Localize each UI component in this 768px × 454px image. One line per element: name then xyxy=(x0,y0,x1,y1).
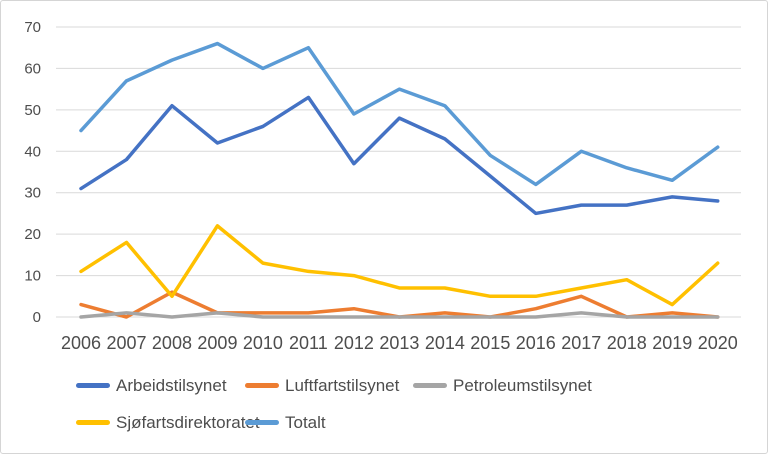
legend-line-swatch xyxy=(245,383,279,388)
legend-item-luftfartstilsynet[interactable]: Luftfartstilsynet xyxy=(245,376,413,396)
y-axis-tick-label-50: 50 xyxy=(24,102,41,119)
x-axis-tick-label-2019: 2019 xyxy=(652,333,692,353)
series-line-luftfartstilsynet xyxy=(79,290,720,319)
x-axis-tick-label-2010: 2010 xyxy=(243,333,283,353)
legend-line-swatch xyxy=(76,383,110,388)
legend-item-sjofartsdirektoratet[interactable]: Sjøfartsdirektoratet xyxy=(76,413,260,433)
legend-line-swatch xyxy=(413,383,447,388)
x-axis-tick-label-2013: 2013 xyxy=(379,333,419,353)
x-axis-tick-label-2016: 2016 xyxy=(516,333,556,353)
x-axis-tick-label-2007: 2007 xyxy=(106,333,146,353)
x-axis-tick-label-2009: 2009 xyxy=(197,333,237,353)
legend-row-1: Arbeidstilsynet Luftfartstilsynet Petrol… xyxy=(76,367,747,404)
y-axis-tick-label-20: 20 xyxy=(24,226,41,243)
y-axis-tick-label-30: 30 xyxy=(24,185,41,202)
legend-label: Petroleumstilsynet xyxy=(453,375,592,395)
y-axis-tick-label-60: 60 xyxy=(24,60,41,77)
series-line-petroleumstilsynet xyxy=(79,311,720,319)
y-axis-tick-label-0: 0 xyxy=(33,309,41,326)
legend-item-arbeidstilsynet[interactable]: Arbeidstilsynet xyxy=(76,376,245,396)
legend-item-totalt[interactable]: Totalt xyxy=(245,413,326,433)
x-axis-tick-label-2006: 2006 xyxy=(61,333,101,353)
y-axis-tick-label-10: 10 xyxy=(24,268,41,285)
legend-item-petroleumstilsynet[interactable]: Petroleumstilsynet xyxy=(413,376,592,396)
legend-label: Arbeidstilsynet xyxy=(116,375,227,395)
x-axis-tick-label-2015: 2015 xyxy=(470,333,510,353)
legend-label: Sjøfartsdirektoratet xyxy=(116,412,260,432)
x-axis-tick-label-2011: 2011 xyxy=(289,333,328,353)
series-line-totalt xyxy=(79,41,720,187)
legend-row-2: Sjøfartsdirektoratet Totalt xyxy=(76,404,747,441)
legend-label: Luftfartstilsynet xyxy=(285,375,400,395)
x-axis-tick-label-2008: 2008 xyxy=(152,333,192,353)
legend-line-swatch xyxy=(245,420,279,425)
legend-line-swatch xyxy=(76,420,110,425)
x-axis-tick-label-2017: 2017 xyxy=(561,333,601,353)
x-axis-tick-label-2014: 2014 xyxy=(425,333,465,353)
x-axis-tick-label-2020: 2020 xyxy=(698,333,738,353)
y-axis-tick-label-40: 40 xyxy=(24,143,41,160)
x-axis-tick-label-2012: 2012 xyxy=(334,333,374,353)
series-line-arbeidstilsynet xyxy=(79,95,720,216)
legend-label: Totalt xyxy=(285,412,326,432)
chart-legend: Arbeidstilsynet Luftfartstilsynet Petrol… xyxy=(76,367,747,441)
x-axis-tick-label-2018: 2018 xyxy=(607,333,647,353)
y-axis-tick-label-70: 70 xyxy=(24,19,41,36)
series-line-sjøfartsdirektoratet xyxy=(79,224,720,307)
